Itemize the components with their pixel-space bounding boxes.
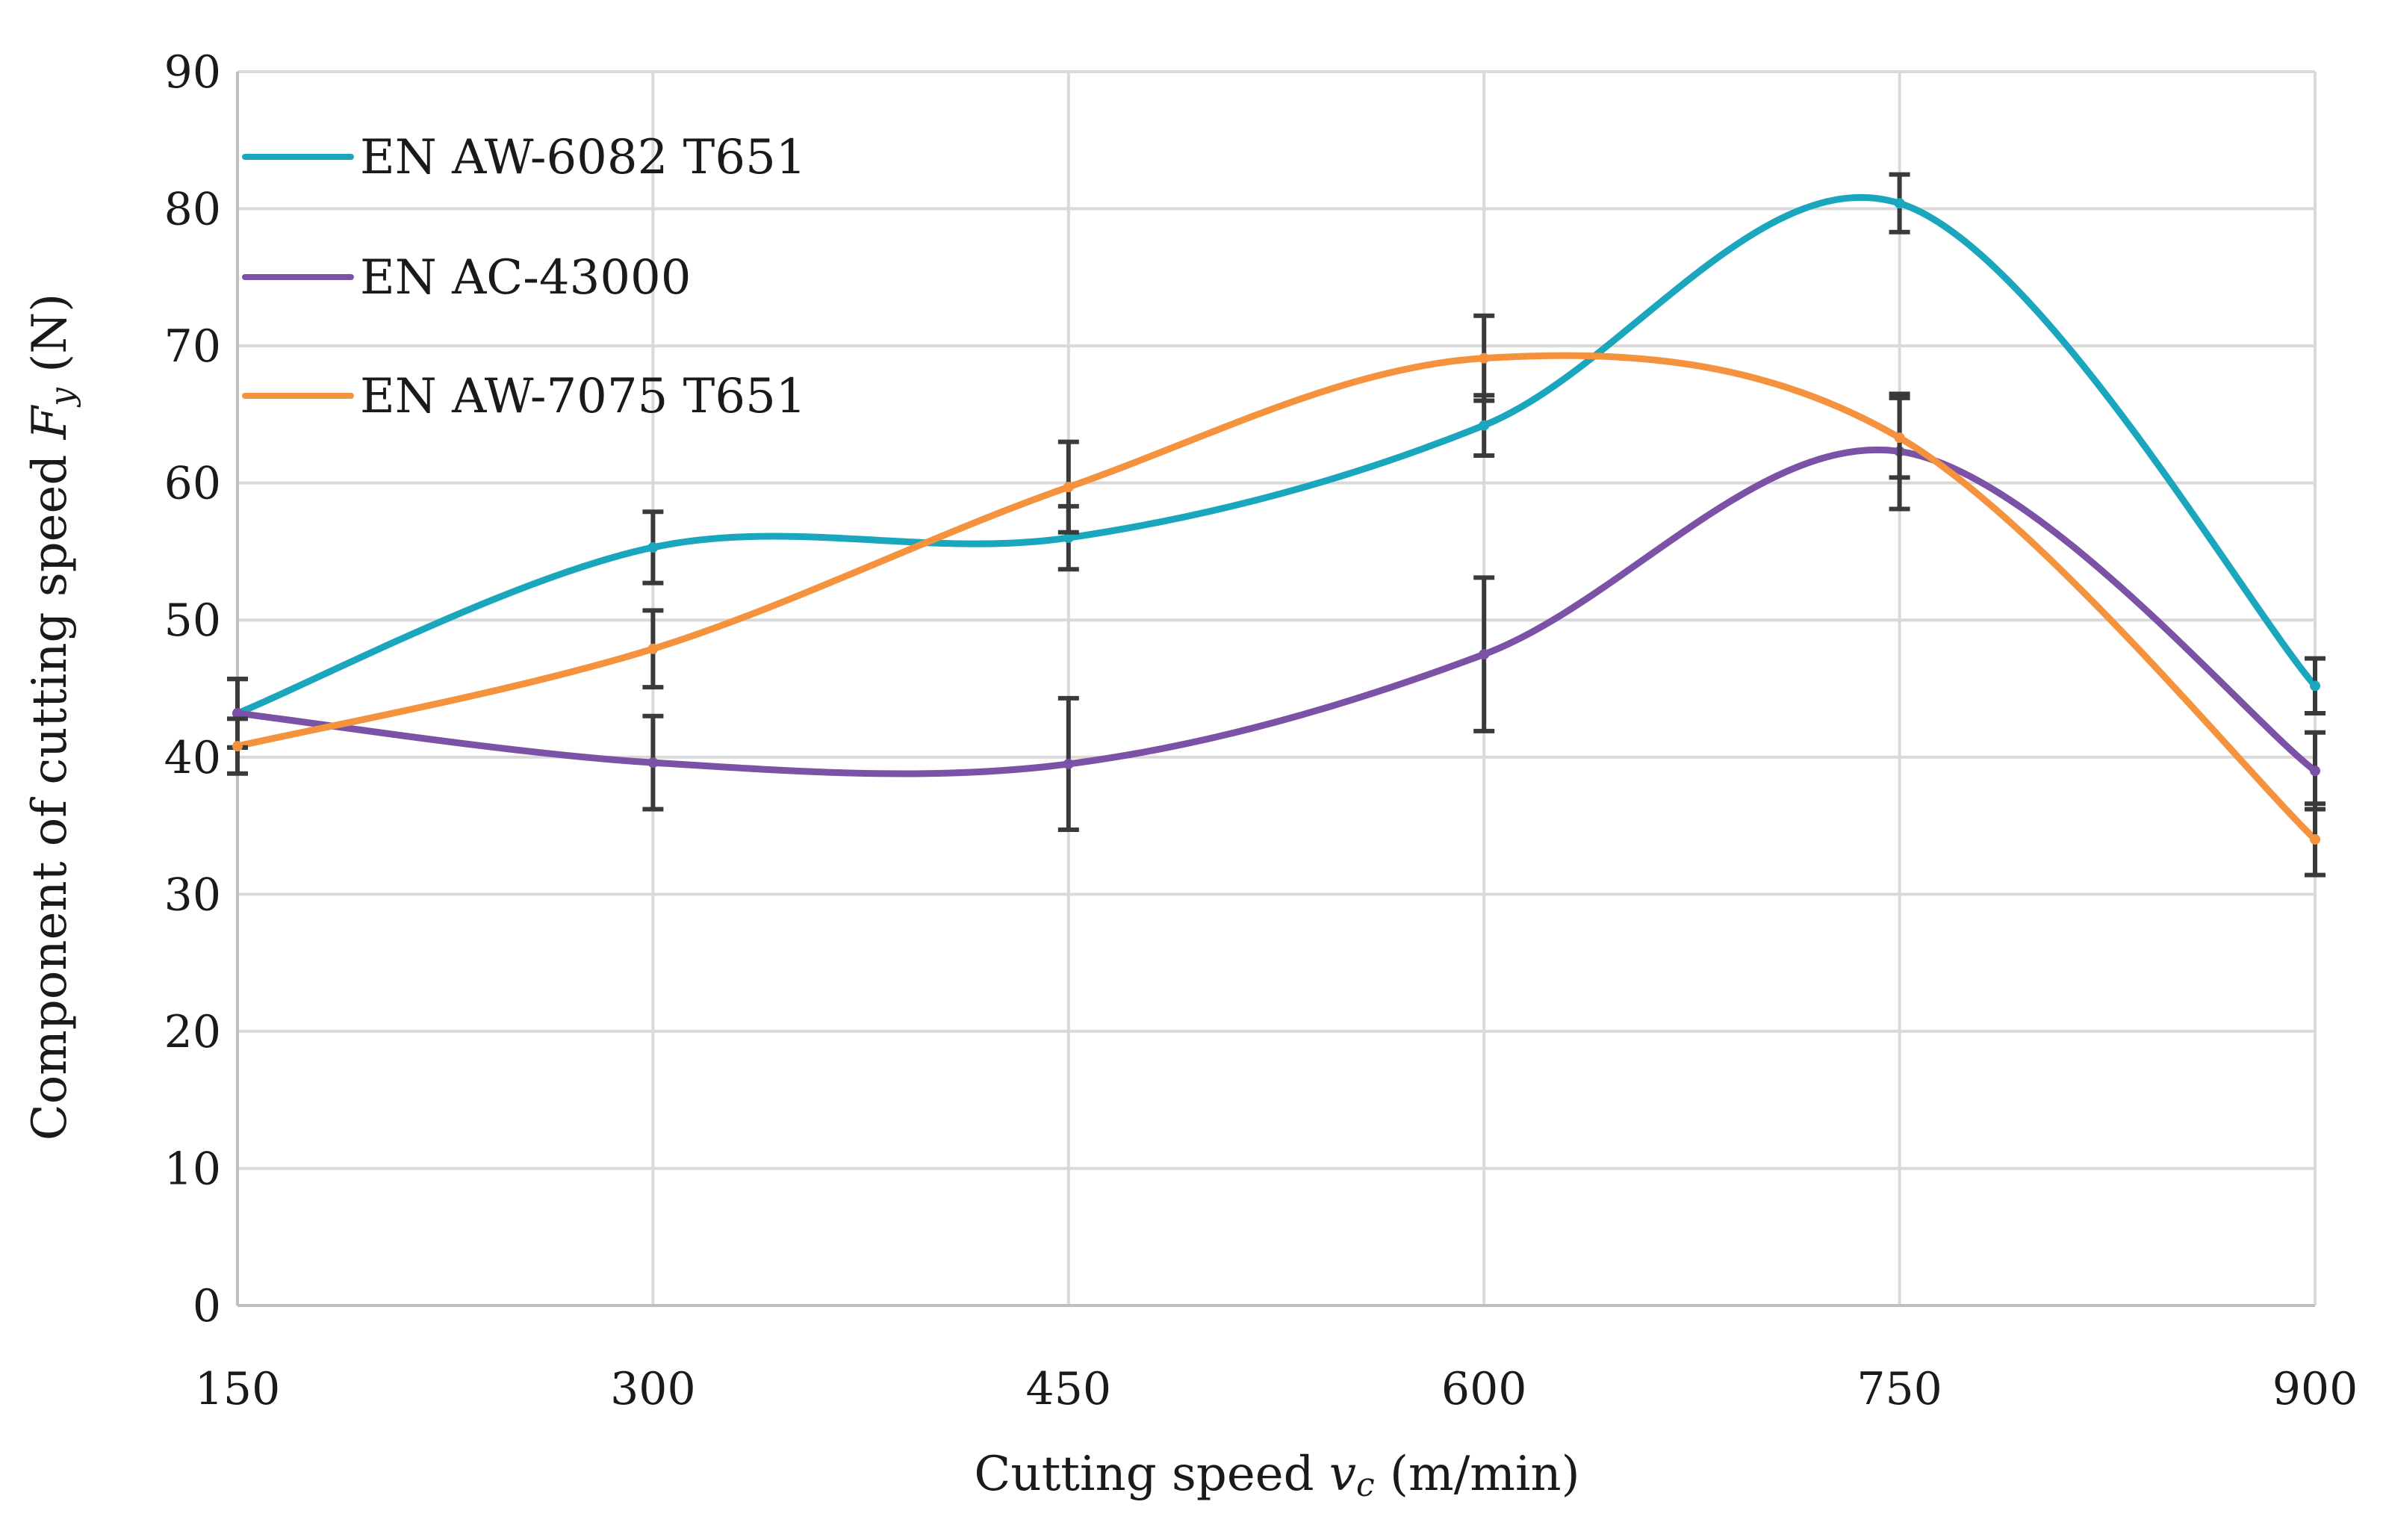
error-bar-aw-7075 xyxy=(227,716,248,776)
error-bar-ac-43000 xyxy=(642,713,664,812)
data-point-ac-43000 xyxy=(1479,649,1490,660)
data-point-aw-6082 xyxy=(1894,198,1905,209)
x-tick-label: 150 xyxy=(195,1363,281,1415)
error-bar-aw-7075 xyxy=(642,608,664,690)
data-point-ac-43000 xyxy=(1063,758,1074,769)
x-tick-label: 450 xyxy=(1026,1363,1112,1415)
data-point-ac-43000 xyxy=(647,757,659,769)
error-bar-aw-7075 xyxy=(1057,439,1079,535)
x-axis-title: Cutting speed vc (m/min) xyxy=(974,1447,1579,1504)
y-tick-label: 40 xyxy=(164,732,221,784)
data-point-ac-43000 xyxy=(232,708,243,719)
x-tick-label: 300 xyxy=(610,1363,696,1415)
error-bar-ac-43000 xyxy=(1473,575,1495,733)
legend: EN AW-6082 T651 EN AC-43000 EN AW-7075 T… xyxy=(242,130,807,424)
y-tick-label: 60 xyxy=(164,458,221,510)
x-tick-label: 900 xyxy=(2272,1363,2358,1415)
error-bar-ac-43000 xyxy=(2305,730,2326,812)
data-point-aw-6082 xyxy=(1479,420,1490,431)
data-point-aw-7075 xyxy=(647,643,659,654)
data-point-aw-7075 xyxy=(2310,833,2320,845)
y-tick-label: 50 xyxy=(164,594,221,647)
data-point-aw-6082 xyxy=(2310,680,2320,692)
data-point-aw-6082 xyxy=(1063,533,1074,544)
y-tick-label: 30 xyxy=(164,869,221,921)
series-line-ac-43000 xyxy=(234,447,2319,777)
data-point-aw-7075 xyxy=(1894,432,1905,444)
data-point-aw-6082 xyxy=(647,541,659,553)
data-point-aw-7075 xyxy=(1479,353,1490,364)
y-axis-title: Component of cutting speed Fy (N) xyxy=(22,294,81,1141)
data-point-aw-7075 xyxy=(1063,482,1074,493)
x-tick-label: 750 xyxy=(1857,1363,1942,1415)
error-bar-aw-6082 xyxy=(1889,172,1910,235)
y-tick-label: 80 xyxy=(164,184,221,236)
error-bar-aw-7075 xyxy=(1889,395,1910,480)
y-tick-label: 70 xyxy=(164,320,221,373)
error-bar-aw-7075 xyxy=(2305,801,2326,878)
x-tick-label: 600 xyxy=(1441,1363,1527,1415)
error-bar-aw-7075 xyxy=(1473,313,1495,403)
series-line-aw-7075 xyxy=(234,352,2319,843)
legend-label-43000: EN AC-43000 xyxy=(360,250,691,305)
legend-label-7075: EN AW-7075 T651 xyxy=(360,369,807,424)
y-tick-label: 90 xyxy=(164,46,221,99)
y-tick-label: 20 xyxy=(164,1006,221,1058)
data-point-aw-7075 xyxy=(232,741,243,752)
error-bar-ac-43000 xyxy=(1057,695,1079,833)
series-line-aw-6082 xyxy=(234,194,2319,717)
legend-label-6082: EN AW-6082 T651 xyxy=(360,130,807,185)
error-bar-aw-6082 xyxy=(2305,656,2326,716)
error-bar-aw-6082 xyxy=(642,509,664,586)
y-tick-label: 10 xyxy=(164,1143,221,1195)
data-point-ac-43000 xyxy=(2310,766,2320,777)
y-tick-label: 0 xyxy=(193,1280,221,1332)
